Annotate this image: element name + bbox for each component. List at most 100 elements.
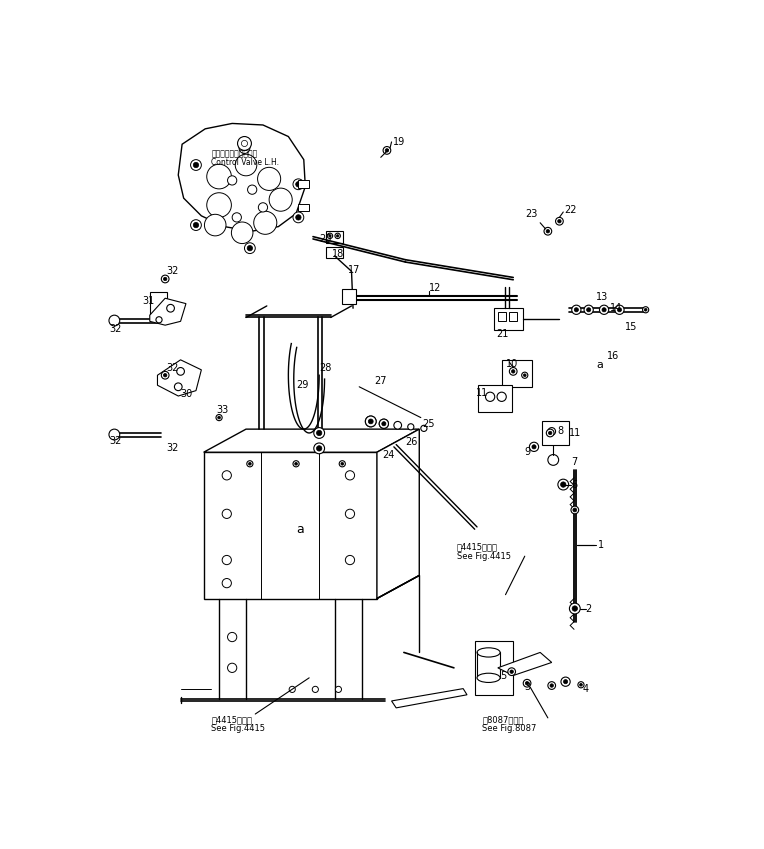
Text: 22: 22: [564, 205, 577, 215]
Circle shape: [379, 419, 388, 429]
Text: 16: 16: [607, 351, 620, 361]
Circle shape: [572, 606, 578, 611]
Circle shape: [584, 305, 594, 314]
Circle shape: [526, 682, 529, 685]
Circle shape: [222, 555, 231, 565]
Circle shape: [548, 428, 555, 436]
Circle shape: [316, 430, 322, 436]
Circle shape: [228, 663, 237, 672]
Circle shape: [345, 555, 354, 565]
Circle shape: [529, 442, 539, 452]
Circle shape: [394, 421, 402, 429]
Circle shape: [573, 508, 577, 512]
Circle shape: [156, 317, 162, 323]
Circle shape: [109, 429, 120, 440]
Circle shape: [408, 424, 414, 430]
Text: 32: 32: [167, 443, 179, 453]
Circle shape: [382, 422, 386, 426]
Text: See Fig.4415: See Fig.4415: [212, 724, 265, 734]
Text: 14: 14: [610, 303, 622, 313]
Text: 11: 11: [568, 428, 581, 438]
Circle shape: [248, 463, 251, 465]
Circle shape: [571, 506, 578, 514]
Circle shape: [254, 211, 277, 234]
Circle shape: [497, 392, 507, 402]
Bar: [326, 247, 343, 258]
Circle shape: [190, 160, 202, 171]
Text: 30: 30: [180, 390, 193, 400]
Circle shape: [329, 234, 331, 237]
Circle shape: [548, 682, 555, 689]
Circle shape: [312, 686, 319, 693]
Text: 32: 32: [109, 436, 121, 446]
Circle shape: [548, 454, 558, 465]
Text: 32: 32: [167, 363, 179, 373]
Circle shape: [239, 143, 250, 154]
Circle shape: [365, 416, 376, 427]
Text: 15: 15: [625, 322, 637, 332]
Circle shape: [523, 679, 531, 687]
Circle shape: [161, 371, 169, 380]
Polygon shape: [178, 123, 306, 231]
Circle shape: [617, 307, 622, 312]
Text: 4: 4: [582, 683, 588, 694]
Circle shape: [385, 149, 389, 152]
Circle shape: [293, 461, 299, 467]
Circle shape: [546, 229, 549, 233]
Circle shape: [228, 633, 237, 642]
Text: 第4415図参照: 第4415図参照: [212, 716, 252, 725]
Circle shape: [205, 214, 226, 236]
Text: a: a: [296, 523, 304, 536]
Circle shape: [296, 215, 301, 220]
Text: 8: 8: [557, 426, 563, 436]
Text: 32: 32: [167, 267, 179, 276]
Bar: [478, 385, 513, 413]
Text: 17: 17: [348, 265, 360, 275]
Circle shape: [580, 683, 582, 686]
Circle shape: [248, 245, 253, 250]
Circle shape: [644, 308, 647, 312]
Circle shape: [510, 670, 513, 673]
Circle shape: [510, 368, 517, 375]
Circle shape: [232, 213, 241, 222]
Text: 19: 19: [393, 137, 406, 147]
Circle shape: [207, 193, 231, 217]
Text: 9: 9: [525, 447, 531, 458]
Circle shape: [163, 374, 167, 377]
Circle shape: [167, 305, 174, 312]
Text: 31: 31: [142, 295, 154, 306]
Circle shape: [549, 431, 552, 435]
Circle shape: [289, 686, 296, 693]
Circle shape: [222, 509, 231, 519]
Circle shape: [558, 479, 568, 490]
Circle shape: [161, 275, 169, 283]
Circle shape: [257, 167, 280, 190]
Text: 13: 13: [597, 292, 609, 301]
Circle shape: [421, 425, 427, 431]
Text: 6: 6: [571, 480, 577, 490]
Text: 2: 2: [584, 604, 591, 614]
Circle shape: [193, 222, 199, 228]
Bar: [326, 231, 343, 243]
Circle shape: [190, 220, 202, 230]
Circle shape: [383, 147, 390, 155]
Polygon shape: [150, 298, 186, 325]
Circle shape: [508, 668, 516, 676]
Circle shape: [163, 278, 167, 281]
Bar: [204, 453, 377, 599]
Circle shape: [335, 686, 342, 693]
Circle shape: [241, 140, 248, 147]
Text: 24: 24: [382, 449, 395, 459]
Circle shape: [207, 164, 231, 188]
Circle shape: [216, 414, 222, 420]
Text: 20: 20: [319, 234, 332, 244]
Ellipse shape: [477, 648, 500, 657]
Circle shape: [546, 429, 554, 437]
Bar: [510, 312, 517, 321]
Text: 10: 10: [506, 358, 518, 368]
Polygon shape: [498, 652, 552, 676]
Polygon shape: [157, 360, 202, 396]
Polygon shape: [299, 181, 309, 188]
Bar: [494, 308, 523, 329]
Circle shape: [561, 677, 570, 686]
